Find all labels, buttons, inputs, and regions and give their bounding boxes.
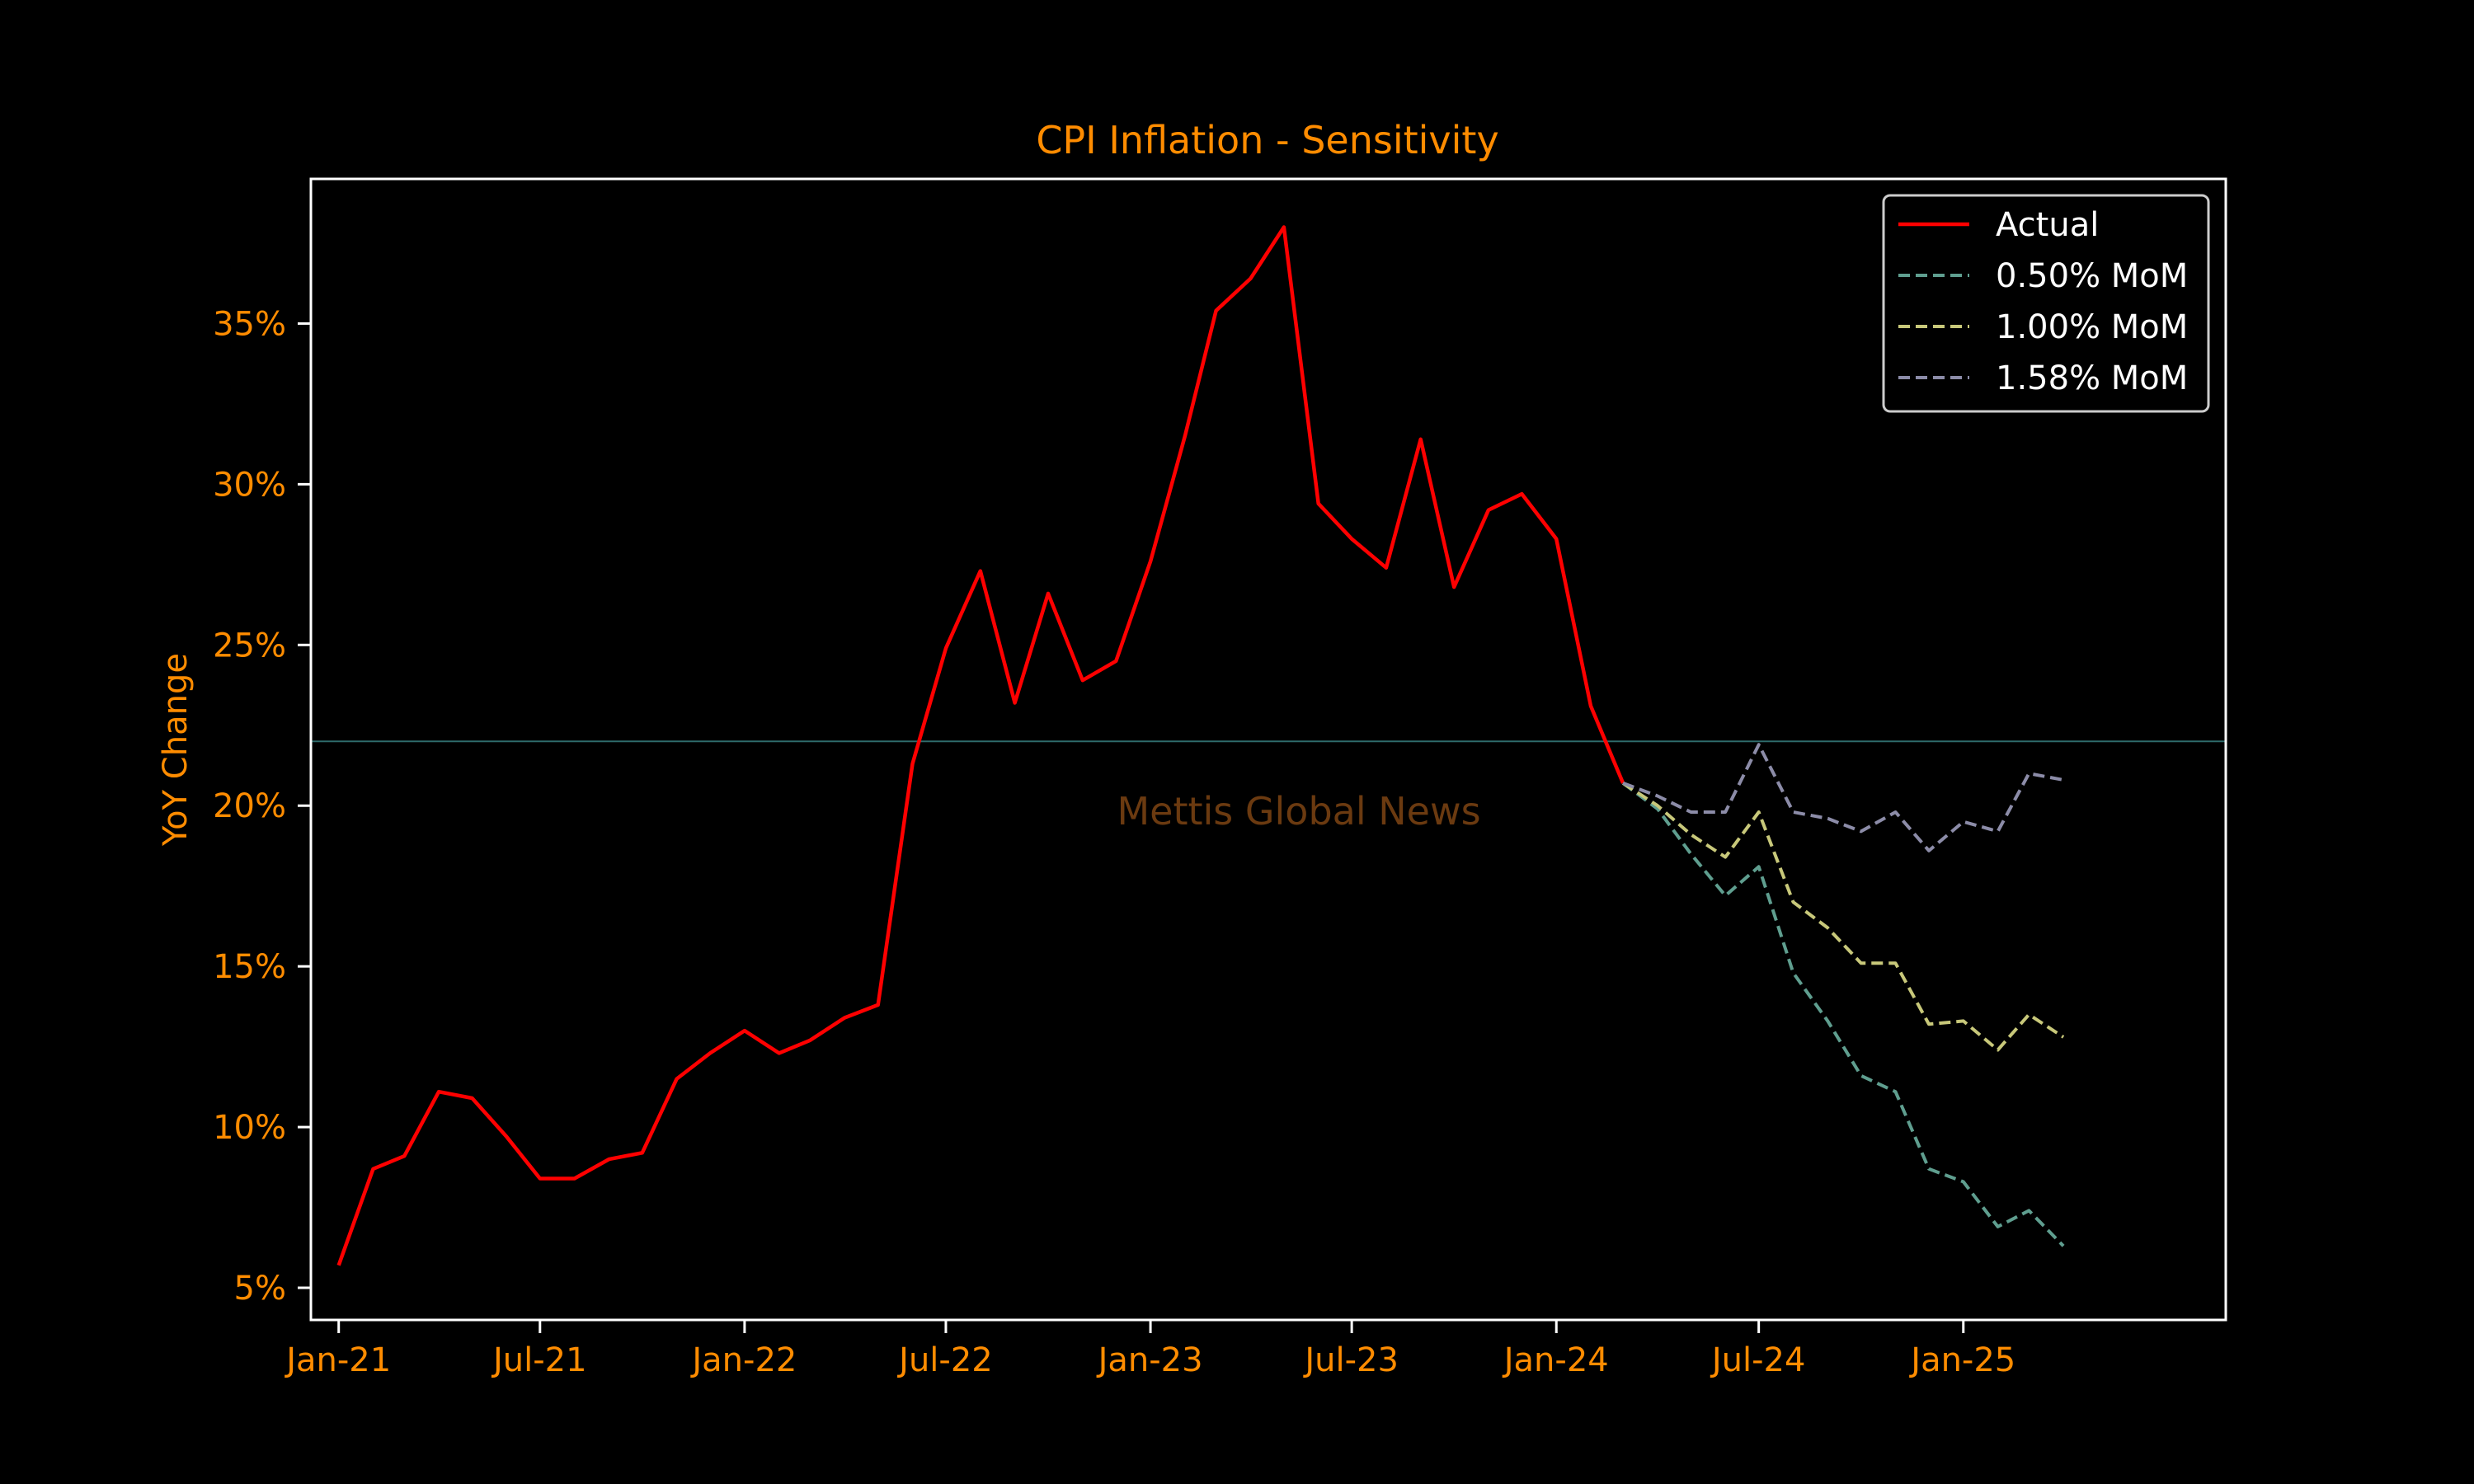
plot-frame [309,177,2227,1322]
y-tick-label: 25% [213,627,286,665]
legend-label: Actual [1996,206,2099,244]
legend-label: 1.58% MoM [1996,359,2188,397]
x-tick-label: Jul-22 [896,1341,993,1379]
y-tick-label: 10% [213,1109,286,1147]
series-group [336,225,2065,1266]
y-tick-label: 20% [213,787,286,825]
series-line-1-00-mom [1622,782,2065,1052]
legend-label: 0.50% MoM [1996,257,2188,295]
y-tick-label: 15% [213,948,286,986]
x-tick-label: Jan-23 [1096,1341,1203,1379]
y-tick-label: 5% [234,1270,286,1308]
legend: Actual 0.50% MoM 1.00% MoM 1.58% MoM [1882,194,2210,413]
watermark: Mettis Global News [1117,789,1480,834]
series-line-actual [336,225,1625,1266]
x-tick-label: Jan-21 [284,1341,391,1379]
chart-title: CPI Inflation - Sensitivity [1036,118,1498,162]
x-tick-label: Jan-24 [1502,1341,1609,1379]
series-line-0-50-mom [1621,782,2065,1247]
y-tick-label: 30% [213,466,286,504]
legend-box [1882,194,2210,413]
x-tick-group: Jan-21 Jul-21 Jan-22 Jul-22 Jan-23 Jul-23 Jan-… [284,1320,2015,1379]
x-tick-label: Jan-22 [689,1341,797,1379]
x-tick-label: Jul-23 [1302,1341,1399,1379]
y-axis-label: YoY Change [157,653,195,847]
y-tick-label: 35% [213,305,286,343]
x-tick-label: Jan-25 [1908,1341,2015,1379]
x-tick-label: Jul-21 [491,1341,587,1379]
series-line-1-58-mom [1622,743,2064,852]
y-tick-group: 5% 10% 15% 20% 25% 30% 35% [213,305,311,1308]
legend-label: 1.00% MoM [1996,308,2188,346]
x-tick-label: Jul-24 [1710,1341,1806,1379]
